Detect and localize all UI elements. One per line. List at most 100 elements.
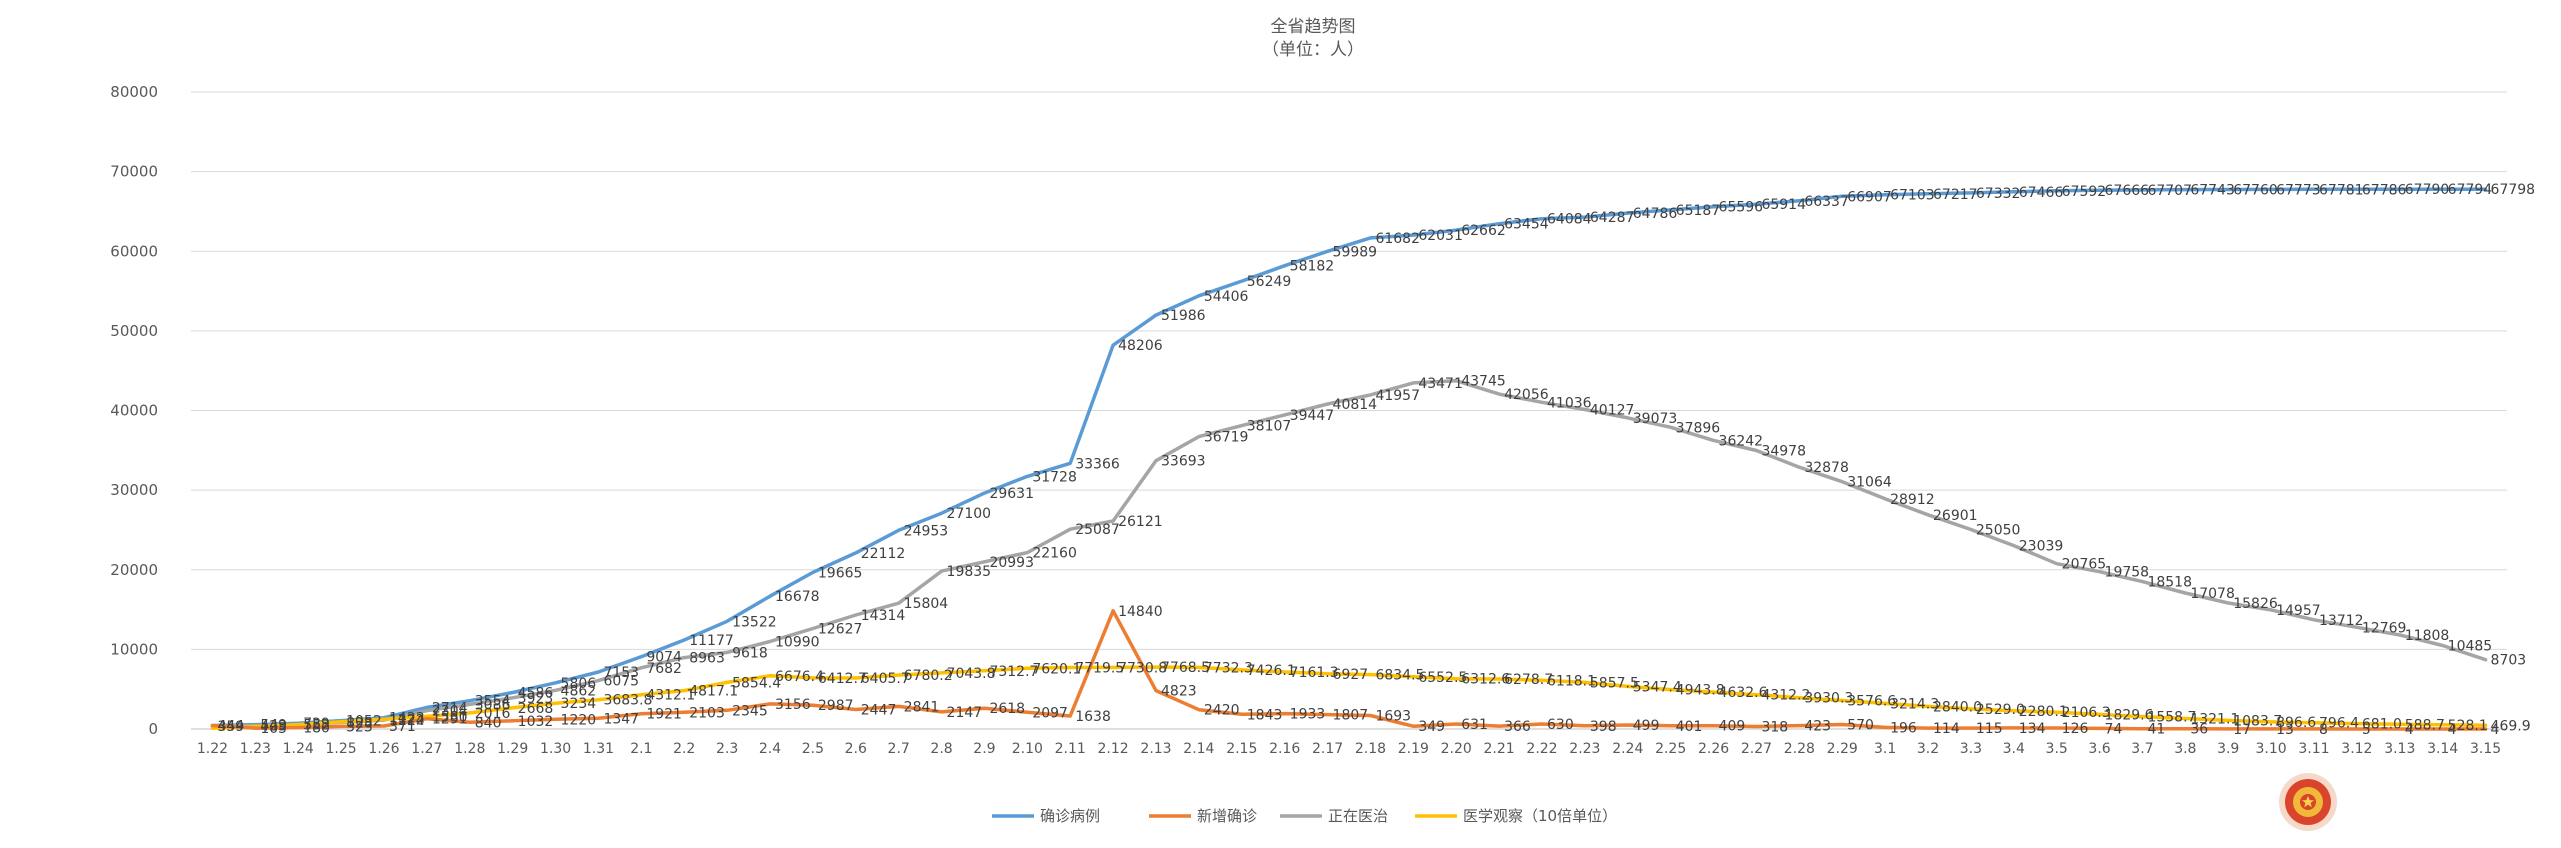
series-line-3	[210, 665, 2488, 730]
data-label: 20993	[989, 555, 1034, 571]
data-label: 43745	[1461, 374, 1506, 390]
x-tick-label: 3.9	[2217, 741, 2239, 757]
data-label: 67773	[2276, 182, 2321, 198]
x-tick-label: 2.27	[1741, 741, 1772, 757]
data-label: 2987	[818, 698, 854, 714]
data-label: 3554	[475, 694, 511, 710]
data-label: 9618	[732, 645, 768, 661]
data-label: 38107	[1247, 419, 1292, 435]
data-label: 12769	[2362, 620, 2407, 636]
data-label: 114	[1933, 721, 1960, 737]
data-label: 7153	[603, 665, 639, 681]
data-label: 570	[1847, 717, 1874, 733]
data-label: 59989	[1333, 244, 1378, 260]
data-label: 796.4	[2319, 716, 2359, 732]
data-label: 19758	[2105, 565, 2150, 581]
data-label: 359	[217, 719, 244, 735]
data-label: 41036	[1547, 395, 1592, 411]
x-tick-label: 1.22	[197, 741, 228, 757]
data-label: 3923	[518, 691, 554, 707]
y-axis: 0 10000 20000 30000 40000 50000 60000 70000 8000…	[110, 83, 158, 738]
x-tick-label: 3.11	[2298, 741, 2329, 757]
x-tick-label: 2.7	[888, 741, 910, 757]
data-label: 4	[2491, 722, 2500, 738]
x-tick-label: 2.20	[1441, 741, 1472, 757]
data-label: 23039	[2019, 539, 2064, 555]
data-label: 17	[2233, 722, 2251, 738]
x-tick-label: 2.21	[1484, 741, 1515, 757]
data-label: 7682	[646, 661, 682, 677]
data-label: 3156	[775, 697, 811, 713]
data-label: 444	[217, 718, 244, 734]
data-label: 58182	[1290, 259, 1335, 275]
data-label: 1032	[518, 714, 554, 730]
x-tick-label: 2.11	[1055, 741, 1086, 757]
data-label: 1638	[1075, 709, 1111, 725]
data-label: 5	[2362, 722, 2371, 738]
data-label: 25050	[1976, 523, 2021, 539]
data-label: 67332	[1976, 186, 2021, 202]
data-label: 14840	[1118, 604, 1163, 620]
x-tick-label: 2.24	[1612, 741, 1643, 757]
chart-subtitle: （单位：人）	[1262, 40, 1364, 60]
emblem-icon	[2279, 773, 2337, 831]
x-tick-label: 1.31	[583, 741, 614, 757]
data-label: 2345	[732, 703, 768, 719]
data-label: 7620.1	[1032, 661, 1081, 677]
x-tick-label: 3.10	[2256, 741, 2287, 757]
data-label: 26121	[1118, 514, 1163, 530]
legend-label: 正在医治	[1328, 807, 1388, 825]
data-label: 840	[475, 715, 502, 731]
data-label: 4862	[561, 683, 597, 699]
data-label: 2147	[947, 705, 983, 721]
data-label: 409	[1719, 719, 1746, 735]
grid-lines	[191, 91, 2507, 730]
data-label: 2304	[432, 704, 468, 720]
y-tick-label: 0	[148, 720, 158, 738]
data-label: 1423	[389, 711, 425, 727]
data-label: 36242	[1719, 433, 1764, 449]
data-label: 1921	[646, 707, 682, 723]
data-label: 13712	[2319, 613, 2364, 629]
data-label: 9074	[646, 650, 682, 666]
data-label: 729	[303, 716, 330, 732]
y-tick-label: 50000	[110, 322, 158, 340]
data-label: 6676.4	[775, 669, 824, 685]
x-tick-label: 2.19	[1398, 741, 1429, 757]
x-tick-label: 2.9	[973, 741, 995, 757]
data-label: 54406	[1204, 289, 1249, 305]
data-label: 67666	[2105, 183, 2150, 199]
data-label: 64084	[1547, 212, 1592, 228]
x-tick-label: 2.12	[1098, 741, 1129, 757]
data-label: 32878	[1804, 460, 1849, 476]
y-tick-label: 10000	[110, 640, 158, 658]
data-label: 1291	[432, 712, 468, 728]
x-tick-label: 3.8	[2174, 741, 2196, 757]
y-tick-label: 40000	[110, 402, 158, 420]
data-label: 67592	[2062, 184, 2107, 200]
x-tick-label: 2.15	[1226, 741, 1257, 757]
y-tick-label: 60000	[110, 242, 158, 260]
data-label: 469.9	[2491, 718, 2531, 734]
data-label: 65596	[1719, 200, 1764, 216]
x-tick-label: 3.4	[2003, 741, 2025, 757]
data-label: 2529.0	[1976, 702, 2025, 718]
x-tick-label: 3.3	[1960, 741, 1982, 757]
data-label: 7730.8	[1118, 660, 1167, 676]
data-label: 20765	[2062, 557, 2107, 573]
data-label: 36	[2190, 722, 2208, 738]
data-label: 2668	[518, 701, 554, 717]
data-label: 2106.3	[2062, 705, 2111, 721]
data-label: 6075	[603, 674, 639, 690]
x-tick-label: 2.23	[1569, 741, 1600, 757]
data-label: 19835	[947, 564, 992, 580]
x-tick-label: 2.10	[1012, 741, 1043, 757]
data-label: 7719.5	[1075, 661, 1124, 677]
data-label: 2097	[1032, 705, 1068, 721]
data-label: 4632.6	[1719, 685, 1768, 701]
data-label: 7043.8	[947, 666, 996, 682]
data-label: 8703	[2491, 653, 2527, 669]
data-label: 39073	[1633, 411, 1678, 427]
x-tick-label: 2.2	[673, 741, 695, 757]
data-label: 42056	[1504, 387, 1549, 403]
